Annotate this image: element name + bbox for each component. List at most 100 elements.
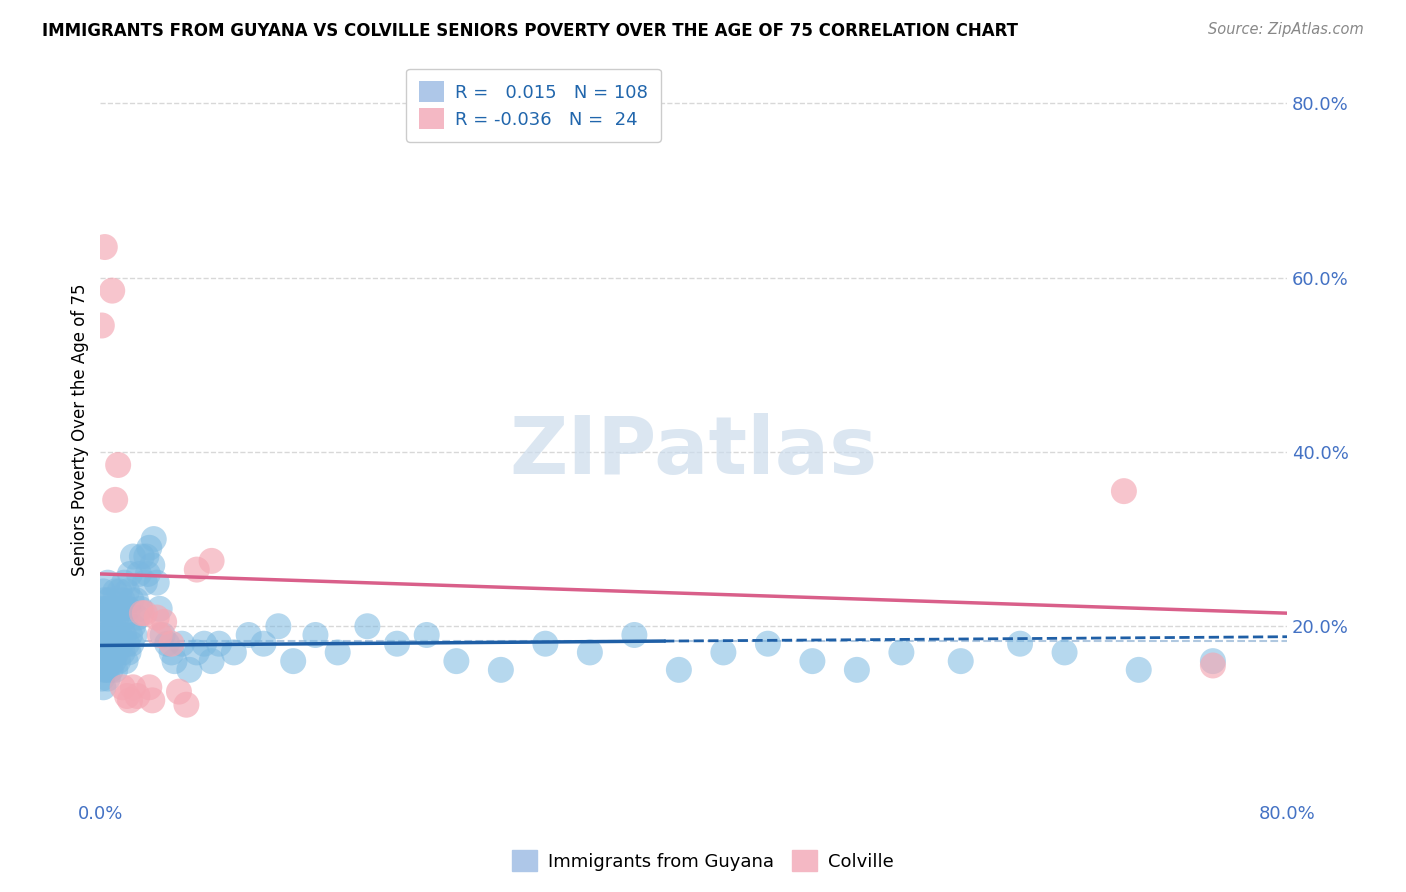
Point bbox=[90, 619, 112, 633]
Point bbox=[122, 549, 145, 564]
Point bbox=[115, 584, 138, 599]
Point bbox=[142, 532, 165, 546]
Point bbox=[668, 663, 690, 677]
Point bbox=[156, 637, 179, 651]
Point bbox=[163, 654, 186, 668]
Point bbox=[118, 693, 141, 707]
Point bbox=[94, 240, 117, 254]
Point bbox=[267, 619, 290, 633]
Point bbox=[145, 575, 167, 590]
Point bbox=[160, 645, 183, 659]
Point bbox=[186, 645, 208, 659]
Point bbox=[1053, 645, 1076, 659]
Point bbox=[756, 637, 779, 651]
Point bbox=[129, 602, 152, 616]
Point bbox=[100, 663, 122, 677]
Point bbox=[90, 637, 112, 651]
Point bbox=[118, 566, 141, 581]
Point bbox=[149, 628, 172, 642]
Point bbox=[117, 602, 139, 616]
Point bbox=[97, 645, 120, 659]
Point bbox=[91, 584, 114, 599]
Point bbox=[100, 637, 122, 651]
Point bbox=[107, 458, 129, 472]
Point bbox=[145, 610, 167, 624]
Point bbox=[141, 558, 163, 573]
Point bbox=[91, 654, 114, 668]
Point bbox=[222, 645, 245, 659]
Point bbox=[135, 549, 157, 564]
Point bbox=[890, 645, 912, 659]
Point bbox=[104, 637, 127, 651]
Point bbox=[623, 628, 645, 642]
Point bbox=[110, 602, 132, 616]
Point bbox=[122, 681, 145, 695]
Point bbox=[96, 637, 118, 651]
Point bbox=[101, 610, 124, 624]
Point bbox=[131, 549, 153, 564]
Point bbox=[845, 663, 868, 677]
Point bbox=[105, 610, 128, 624]
Legend: Immigrants from Guyana, Colville: Immigrants from Guyana, Colville bbox=[505, 843, 901, 879]
Point bbox=[90, 672, 112, 686]
Point bbox=[170, 637, 193, 651]
Point bbox=[98, 654, 121, 668]
Point bbox=[134, 575, 156, 590]
Point bbox=[201, 654, 224, 668]
Point bbox=[283, 654, 305, 668]
Point bbox=[91, 637, 114, 651]
Point bbox=[111, 593, 134, 607]
Point bbox=[107, 654, 129, 668]
Point bbox=[100, 602, 122, 616]
Point bbox=[949, 654, 972, 668]
Point bbox=[112, 575, 135, 590]
Point bbox=[90, 318, 112, 333]
Point bbox=[489, 663, 512, 677]
Point bbox=[1202, 654, 1225, 668]
Y-axis label: Seniors Poverty Over the Age of 75: Seniors Poverty Over the Age of 75 bbox=[72, 284, 89, 576]
Point bbox=[114, 654, 136, 668]
Point bbox=[141, 693, 163, 707]
Point bbox=[115, 689, 138, 703]
Point bbox=[193, 637, 215, 651]
Point bbox=[326, 645, 349, 659]
Point bbox=[111, 681, 134, 695]
Point bbox=[117, 645, 139, 659]
Point bbox=[1112, 484, 1135, 499]
Point bbox=[711, 645, 734, 659]
Point bbox=[208, 637, 231, 651]
Point bbox=[94, 645, 117, 659]
Point bbox=[127, 689, 149, 703]
Text: ZIPatlas: ZIPatlas bbox=[509, 413, 877, 491]
Point bbox=[110, 637, 132, 651]
Point bbox=[201, 554, 224, 568]
Point bbox=[131, 606, 153, 620]
Point bbox=[134, 606, 156, 620]
Point bbox=[127, 610, 149, 624]
Point bbox=[186, 563, 208, 577]
Point bbox=[138, 541, 160, 555]
Point bbox=[446, 654, 468, 668]
Point bbox=[104, 584, 127, 599]
Point bbox=[152, 628, 174, 642]
Point bbox=[153, 615, 176, 629]
Point bbox=[98, 593, 121, 607]
Point bbox=[94, 593, 117, 607]
Point bbox=[97, 619, 120, 633]
Point bbox=[91, 681, 114, 695]
Point bbox=[122, 619, 145, 633]
Point bbox=[128, 566, 150, 581]
Point bbox=[160, 637, 183, 651]
Point bbox=[97, 672, 120, 686]
Point bbox=[108, 584, 131, 599]
Point bbox=[101, 645, 124, 659]
Point bbox=[108, 628, 131, 642]
Point bbox=[112, 628, 135, 642]
Legend: R =   0.015   N = 108, R = -0.036   N =  24: R = 0.015 N = 108, R = -0.036 N = 24 bbox=[406, 69, 661, 142]
Point bbox=[124, 628, 146, 642]
Point bbox=[111, 645, 134, 659]
Point bbox=[138, 681, 160, 695]
Point bbox=[118, 628, 141, 642]
Point bbox=[101, 284, 124, 298]
Point bbox=[1010, 637, 1032, 651]
